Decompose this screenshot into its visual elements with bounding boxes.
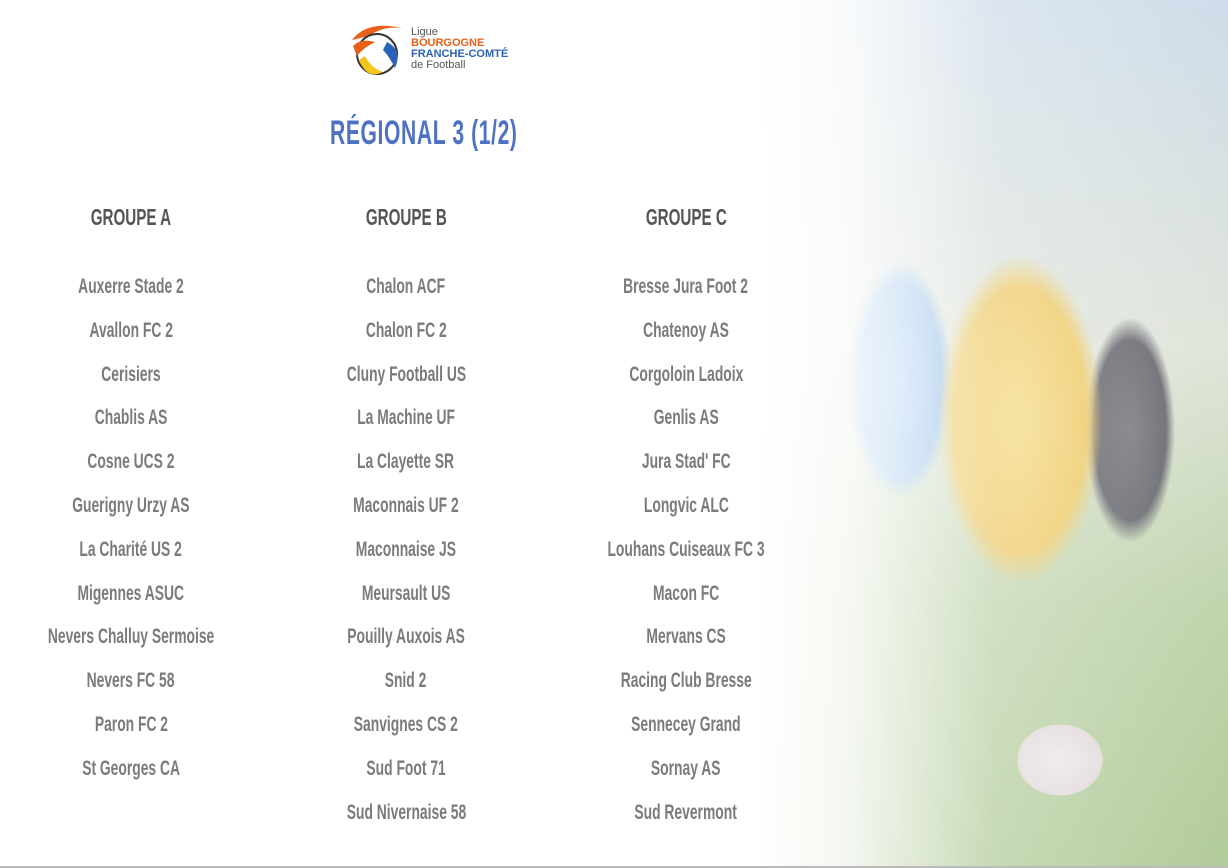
team-name: Chalon FC 2: [365, 318, 447, 342]
team-name: Cerisiers: [101, 362, 161, 386]
team-name: Jura Stad' FC: [641, 450, 731, 474]
team-item: Sud Revermont: [556, 801, 816, 825]
team-name: Maconnais UF 2: [353, 494, 459, 517]
group-header-label: GROUPE B: [365, 204, 447, 230]
team-item: Sud Nivernaise 58: [276, 801, 536, 825]
team-name: Cosne UCS 2: [87, 450, 175, 474]
team-name: Chablis AS: [94, 406, 168, 430]
team-item: Macon FC: [556, 582, 816, 606]
team-name: Longvic ALC: [643, 494, 729, 517]
group-header-label: GROUPE C: [645, 204, 727, 230]
team-name: Cluny Football US: [346, 362, 466, 386]
team-item: Longvic ALC: [556, 494, 816, 518]
team-item: Sanvignes CS 2: [276, 713, 536, 737]
team-name: Bresse Jura Foot 2: [623, 275, 749, 298]
team-item: Sennecey Grand: [556, 713, 816, 737]
team-name: Snid 2: [385, 669, 427, 693]
team-name: Paron FC 2: [94, 713, 168, 736]
team-item: Mervans CS: [556, 625, 816, 649]
team-item: Cerisiers: [1, 363, 261, 387]
team-name: Avallon FC 2: [89, 318, 173, 342]
team-name: Sennecey Grand: [631, 713, 741, 736]
team-item: St Georges CA: [1, 757, 261, 781]
team-item: Chablis AS: [1, 406, 261, 430]
logo-text-football: de Football: [411, 59, 466, 71]
team-name: Sud Nivernaise 58: [346, 800, 466, 824]
team-name: Sornay AS: [651, 756, 721, 780]
team-item: Chalon FC 2: [276, 319, 536, 343]
team-item: Avallon FC 2: [1, 319, 261, 343]
group-header: GROUPE C: [556, 204, 816, 231]
team-item: Chatenoy AS: [556, 319, 816, 343]
team-item: Jura Stad' FC: [556, 450, 816, 474]
team-item: Maconnais UF 2: [276, 494, 536, 518]
team-item: Nevers Challuy Sermoise: [1, 625, 261, 649]
group-header: GROUPE B: [276, 204, 536, 231]
team-item: Pouilly Auxois AS: [276, 625, 536, 649]
team-item: Sud Foot 71: [276, 757, 536, 781]
team-item: Snid 2: [276, 669, 536, 693]
team-item: La Clayette SR: [276, 450, 536, 474]
team-item: Genlis AS: [556, 406, 816, 430]
team-name: St Georges CA: [82, 756, 180, 780]
team-name: Auxerre Stade 2: [78, 275, 184, 298]
team-item: Auxerre Stade 2: [1, 275, 261, 299]
team-name: Meursault US: [361, 581, 451, 605]
team-item: Bresse Jura Foot 2: [556, 275, 816, 299]
team-name: Chatenoy AS: [643, 318, 729, 342]
team-item: Cluny Football US: [276, 363, 536, 387]
team-item: Nevers FC 58: [1, 669, 261, 693]
team-item: Migennes ASUC: [1, 582, 261, 606]
team-item: La Charité US 2: [1, 538, 261, 562]
team-item: Sornay AS: [556, 757, 816, 781]
team-name: Mervans CS: [646, 625, 726, 649]
group-header: GROUPE A: [1, 204, 261, 231]
team-item: Maconnaise JS: [276, 538, 536, 562]
team-item: Meursault US: [276, 582, 536, 606]
team-name: Sanvignes CS 2: [354, 713, 458, 736]
logo-text-bourgogne: BOURGOGNE: [411, 37, 485, 49]
team-name: Sud Revermont: [634, 800, 738, 824]
football-logo-icon: [352, 25, 402, 75]
page-title: RÉGIONAL 3 (1/2): [330, 114, 518, 152]
logo-text-ligue: Ligue: [411, 26, 438, 38]
logo-text-franche-comte: FRANCHE-COMTÉ: [411, 48, 509, 60]
team-name: Guerigny Urzy AS: [72, 494, 190, 517]
team-name: Sud Foot 71: [366, 756, 446, 780]
league-logo: Ligue BOURGOGNE FRANCHE-COMTÉ de Footbal…: [345, 16, 509, 82]
team-name: Nevers Challuy Sermoise: [47, 625, 215, 649]
team-name: Maconnaise JS: [355, 537, 457, 561]
team-name: La Charité US 2: [79, 537, 183, 561]
team-item: Racing Club Bresse: [556, 669, 816, 693]
photo-fade-overlay: [760, 0, 1228, 868]
team-item: Paron FC 2: [1, 713, 261, 737]
team-name: Genlis AS: [653, 406, 719, 430]
team-name: La Machine UF: [357, 406, 455, 430]
team-name: Macon FC: [652, 581, 720, 605]
team-item: Corgoloin Ladoix: [556, 363, 816, 387]
bottom-divider: [0, 866, 1228, 868]
team-name: Nevers FC 58: [87, 669, 175, 693]
team-name: Corgoloin Ladoix: [629, 362, 743, 386]
team-name: Pouilly Auxois AS: [347, 625, 465, 649]
team-item: Chalon ACF: [276, 275, 536, 299]
team-item: La Machine UF: [276, 406, 536, 430]
team-item: Cosne UCS 2: [1, 450, 261, 474]
team-name: La Clayette SR: [357, 450, 455, 474]
team-name: Louhans Cuiseaux FC 3: [607, 537, 765, 561]
team-item: Guerigny Urzy AS: [1, 494, 261, 518]
team-name: Chalon ACF: [366, 275, 446, 298]
team-item: Louhans Cuiseaux FC 3: [556, 538, 816, 562]
group-header-label: GROUPE A: [90, 204, 172, 230]
team-name: Migennes ASUC: [77, 581, 185, 605]
team-name: Racing Club Bresse: [620, 669, 752, 693]
